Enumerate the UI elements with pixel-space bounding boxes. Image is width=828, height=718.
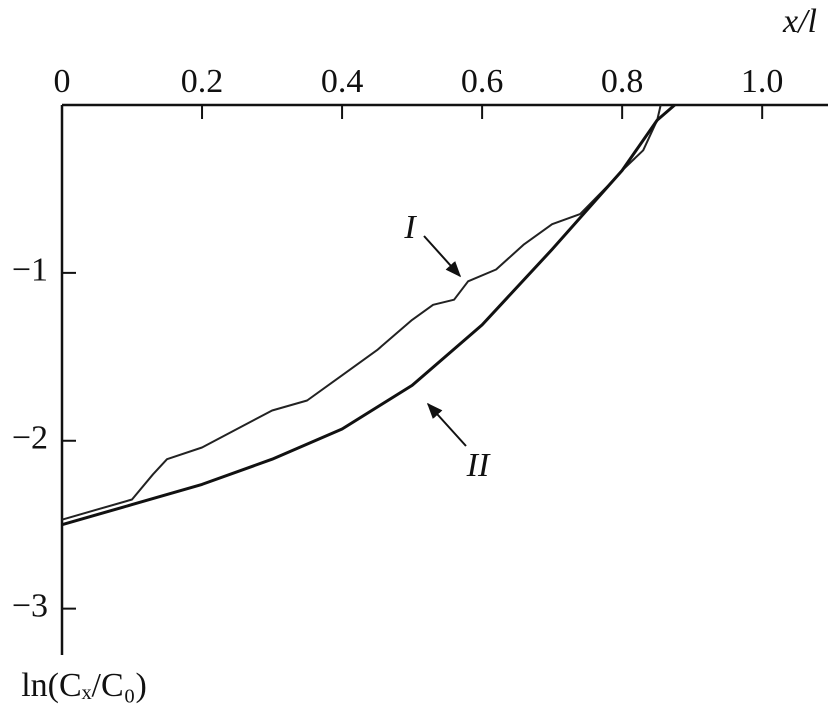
y-tick-label: −3	[12, 587, 48, 624]
x-tick-label: 0.6	[461, 63, 504, 100]
y-tick-label: −1	[12, 252, 48, 289]
x-tick-label: 0	[54, 63, 71, 100]
series-line	[61, 103, 676, 527]
y-tick-label: −2	[12, 420, 48, 457]
x-axis-label: x/l	[782, 3, 817, 40]
x-tick-label: 0.2	[181, 63, 224, 100]
series-line	[61, 104, 662, 521]
x-tick-label: 0.8	[601, 63, 644, 100]
series-label: II	[466, 447, 491, 484]
x-tick-label: 0.4	[321, 63, 364, 100]
series-label: I	[403, 209, 417, 246]
annotation-arrow	[426, 402, 467, 447]
x-tick-label: 1.0	[741, 63, 784, 100]
annotation-arrow	[423, 235, 462, 278]
y-axis-label: ln(Cₓ/C₀)	[21, 667, 147, 704]
